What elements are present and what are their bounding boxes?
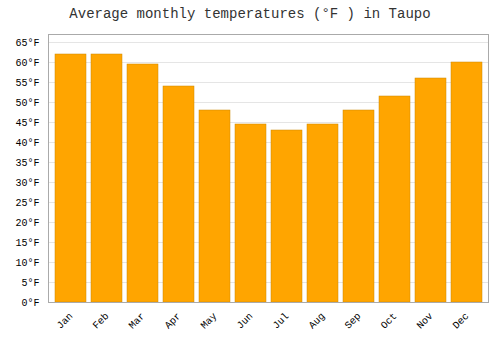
html-text:Average monthly temperatures (: Average monthly temperatures (°F ) in Ta…: [69, 6, 431, 22]
svg-text:40°F: 40°F: [15, 138, 39, 149]
svg-text:Mar: Mar: [127, 311, 148, 332]
svg-text:10°F: 10°F: [15, 258, 39, 269]
svg-text:Feb: Feb: [91, 311, 112, 332]
svg-text:35°F: 35°F: [15, 158, 39, 169]
svg-text:Nov: Nov: [415, 311, 436, 332]
svg-text:Jan: Jan: [55, 311, 76, 332]
svg-text:45°F: 45°F: [15, 118, 39, 129]
svg-text:65°F: 65°F: [15, 38, 39, 49]
svg-text:Jul: Jul: [271, 311, 292, 332]
svg-text:Aug: Aug: [307, 311, 328, 332]
svg-text:20°F: 20°F: [15, 218, 39, 229]
svg-text:60°F: 60°F: [15, 58, 39, 69]
svg-text:Apr: Apr: [163, 311, 184, 332]
svg-text:Oct: Oct: [379, 311, 400, 332]
svg-text:15°F: 15°F: [15, 238, 39, 249]
svg-text:Jun: Jun: [235, 311, 256, 332]
svg-text:50°F: 50°F: [15, 98, 39, 109]
svg-text:55°F: 55°F: [15, 78, 39, 89]
svg-text:30°F: 30°F: [15, 178, 39, 189]
svg-text:0°F: 0°F: [21, 298, 39, 309]
svg-text:25°F: 25°F: [15, 198, 39, 209]
svg-text:5°F: 5°F: [21, 278, 39, 289]
svg-text:Sep: Sep: [343, 311, 364, 332]
svg-text:Dec: Dec: [451, 311, 472, 332]
svg-text:May: May: [199, 311, 220, 332]
